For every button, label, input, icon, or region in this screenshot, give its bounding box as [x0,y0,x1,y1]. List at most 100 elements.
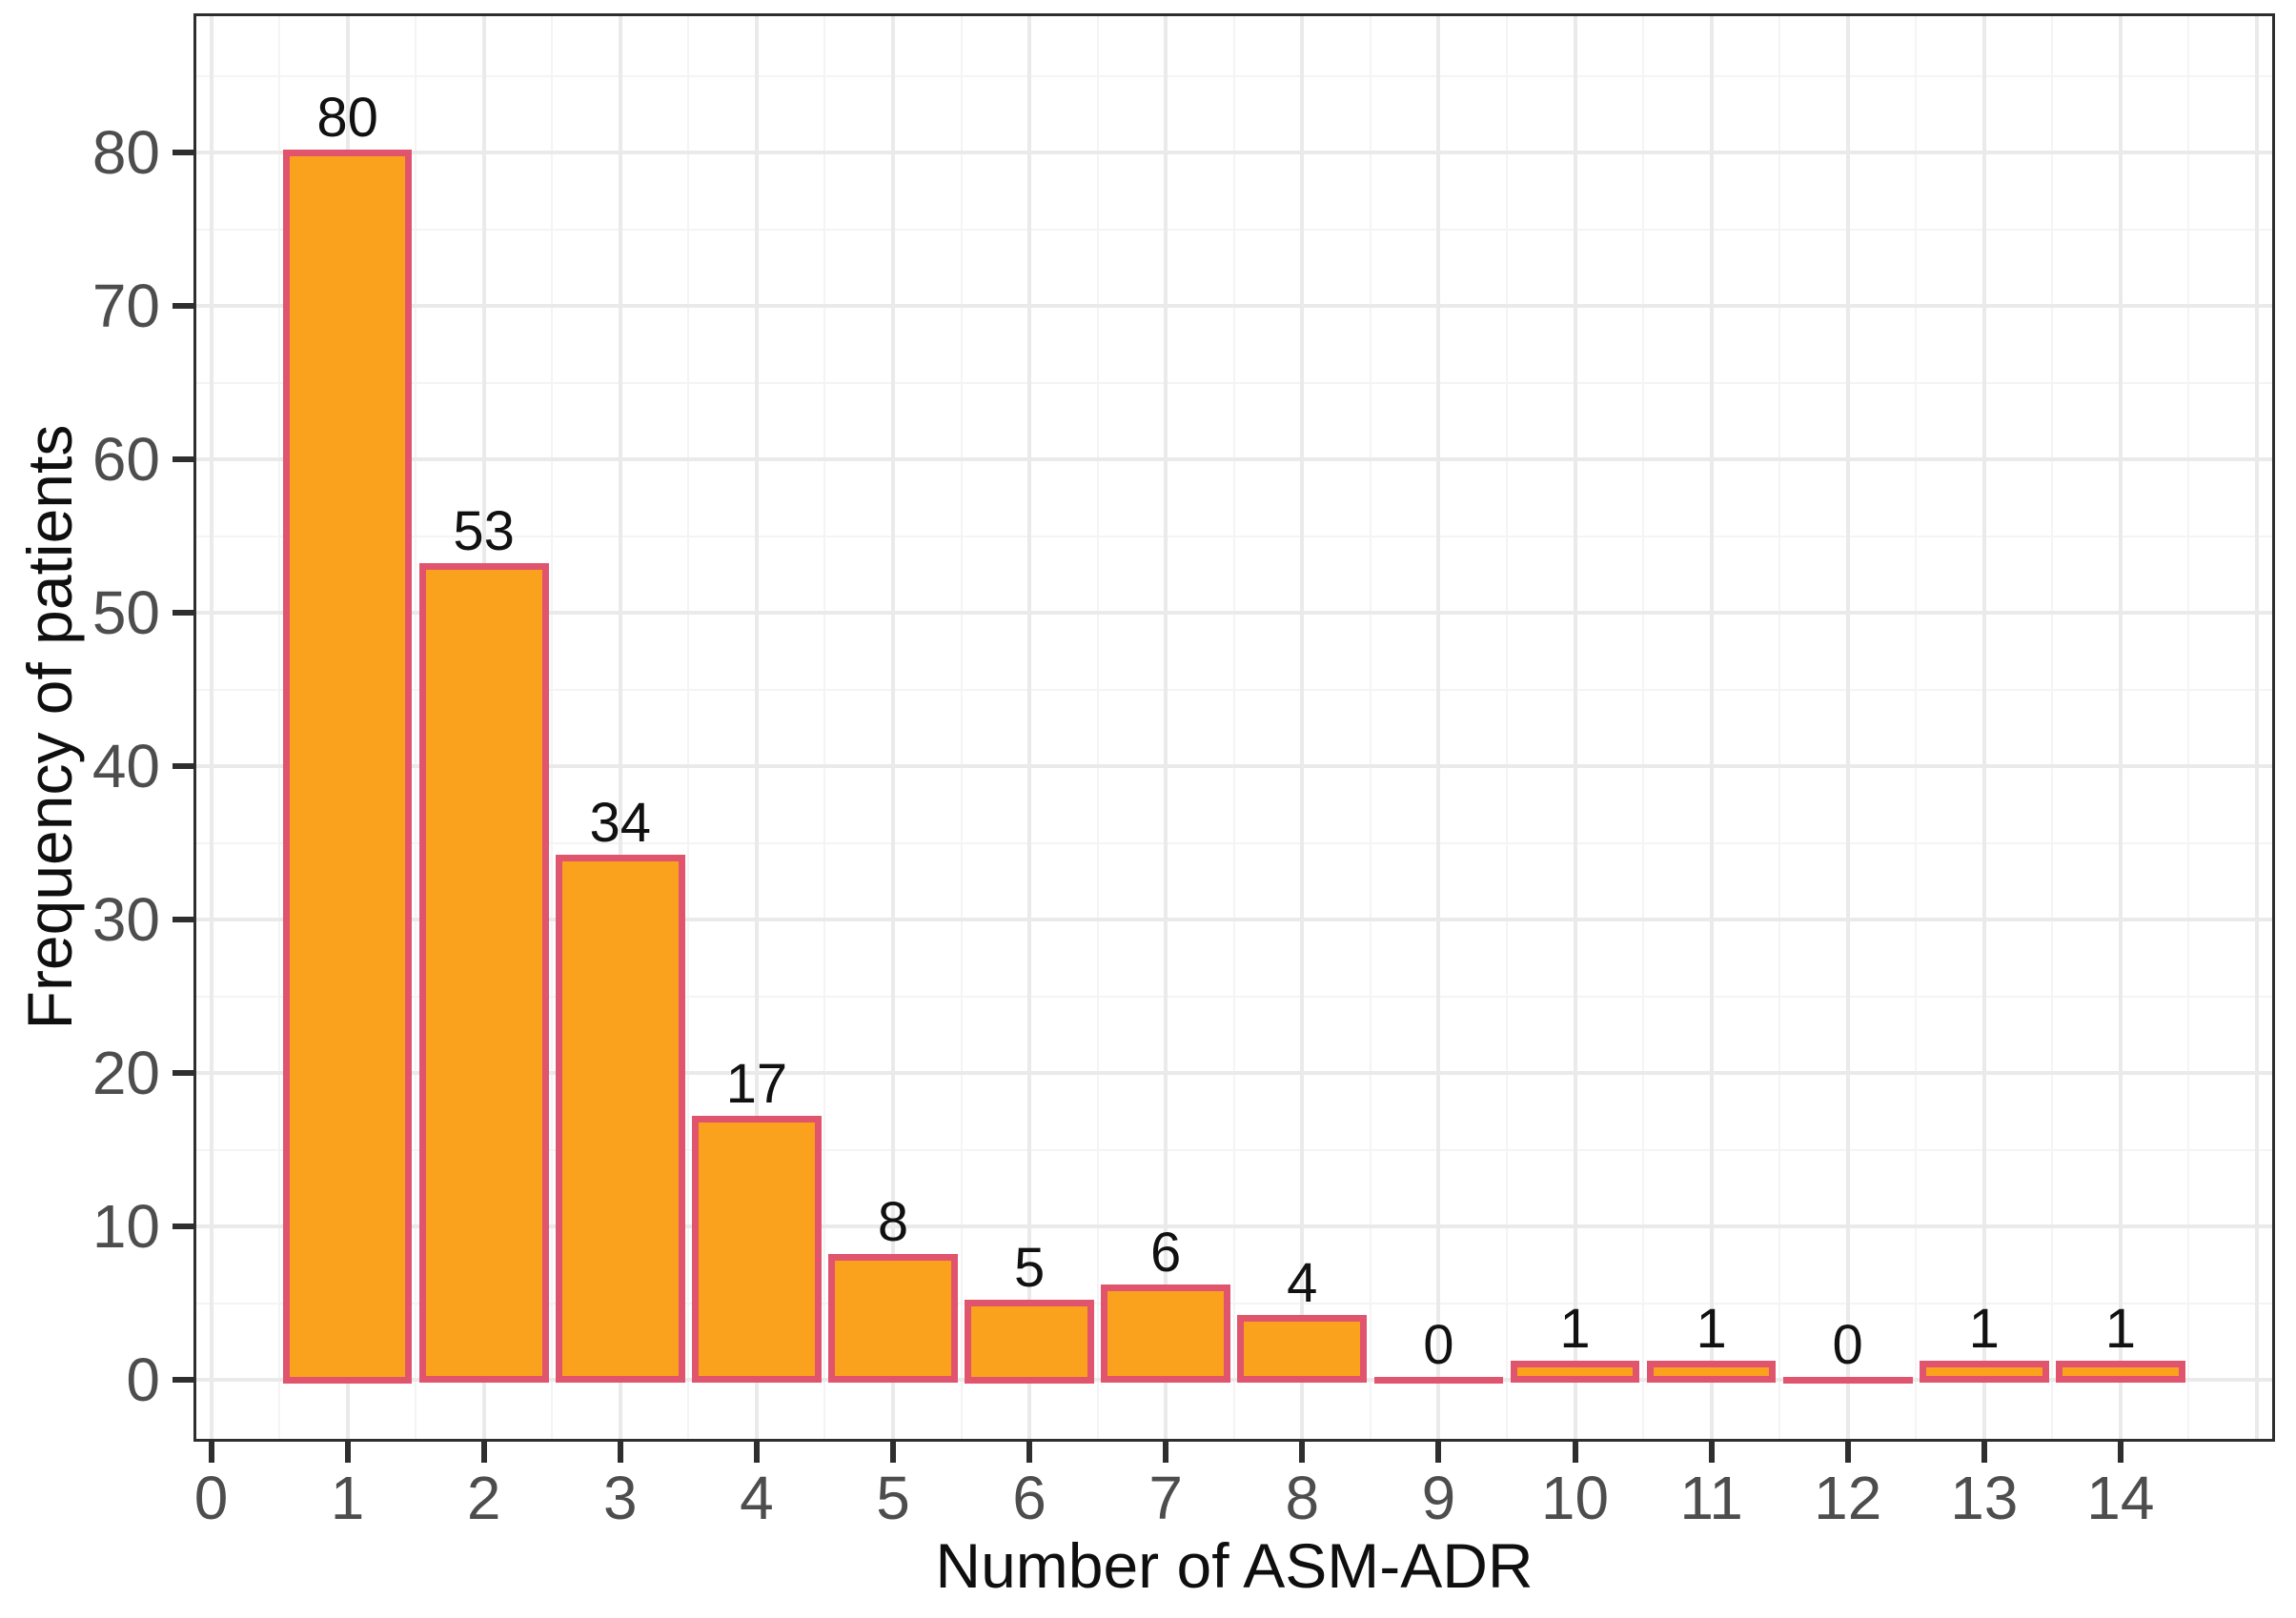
x-tick-label: 4 [740,1464,774,1532]
bar [1237,1315,1368,1384]
x-axis-tick [480,1442,487,1463]
bar-value-label: 1 [2104,1298,2137,1361]
y-axis-tick [173,610,193,616]
major-gridline-horizontal [196,151,2272,154]
x-axis-tick [1981,1442,1987,1463]
minor-gridline-vertical [1232,16,1235,1439]
bar [1919,1361,2049,1384]
y-axis-tick [173,917,193,922]
x-tick-label: 1 [330,1464,365,1532]
y-tick-label: 60 [91,425,160,494]
major-gridline-horizontal [196,1224,2272,1228]
minor-gridline-vertical [551,16,554,1439]
x-axis-tick [1844,1442,1851,1463]
plot-panel [193,13,2275,1442]
x-axis-tick [753,1442,760,1463]
y-axis-tick [173,303,193,309]
major-gridline-vertical [1300,16,1305,1439]
minor-gridline-horizontal [196,1302,2272,1305]
x-tick-label: 9 [1421,1464,1456,1532]
minor-gridline-horizontal [196,228,2272,231]
bar [1101,1284,1231,1384]
x-tick-label: 12 [1814,1464,1882,1532]
minor-gridline-vertical [1505,16,1508,1439]
y-axis-title: Frequency of patients [14,424,85,1030]
x-axis-tick [617,1442,623,1463]
major-gridline-vertical [1981,16,1986,1439]
major-gridline-vertical [209,16,213,1439]
bar-value-label: 6 [1150,1221,1182,1284]
major-gridline-vertical [1845,16,1850,1439]
bar [692,1115,822,1384]
bar [1510,1361,1640,1384]
minor-gridline-vertical [823,16,826,1439]
x-axis-title: Number of ASM-ADR [935,1530,1534,1601]
major-gridline-horizontal [196,918,2272,921]
bar-value-label: 34 [589,792,652,855]
major-gridline-vertical [2118,16,2123,1439]
x-tick-label: 14 [2086,1464,2155,1532]
minor-gridline-vertical [2051,16,2054,1439]
bar [555,855,685,1384]
x-axis-tick [1026,1442,1033,1463]
x-axis-tick [1163,1442,1169,1463]
x-axis-tick [890,1442,896,1463]
x-axis-tick [1572,1442,1578,1463]
x-tick-label: 6 [1012,1464,1046,1532]
major-gridline-horizontal [196,457,2272,461]
x-tick-label: 5 [876,1464,910,1532]
bar-value-label: 1 [1559,1298,1591,1361]
y-tick-label: 50 [91,578,160,647]
bar-value-label: 1 [1968,1298,2000,1361]
bar [1373,1376,1504,1384]
minor-gridline-horizontal [196,995,2272,998]
x-tick-label: 8 [1285,1464,1320,1532]
bar-value-label: 80 [316,86,378,149]
major-gridline-horizontal [196,304,2272,308]
major-gridline-vertical [1709,16,1714,1439]
bar [282,149,413,1384]
major-gridline-horizontal [196,611,2272,615]
x-axis-tick [1299,1442,1306,1463]
bar-value-label: 53 [453,500,515,563]
x-tick-label: 7 [1148,1464,1183,1532]
x-tick-label: 0 [193,1464,229,1532]
major-gridline-horizontal [196,764,2272,768]
minor-gridline-horizontal [196,74,2272,77]
major-gridline-horizontal [196,1071,2272,1075]
minor-gridline-vertical [1778,16,1781,1439]
y-axis-tick [173,1070,193,1076]
x-tick-label: 3 [603,1464,638,1532]
minor-gridline-horizontal [196,381,2272,384]
bar [828,1253,958,1384]
x-axis-tick [1435,1442,1442,1463]
bar [1782,1376,1913,1384]
major-gridline-vertical [1164,16,1168,1439]
x-tick-label: 2 [466,1464,501,1532]
bar [418,563,549,1384]
bar-value-label: 0 [1423,1313,1454,1376]
y-tick-label: 20 [91,1039,160,1107]
bar [1646,1361,1777,1384]
x-tick-label: 10 [1540,1464,1610,1532]
minor-gridline-horizontal [196,535,2272,537]
bar-value-label: 17 [725,1052,788,1115]
major-gridline-vertical [1027,16,1032,1439]
major-gridline-vertical [754,16,759,1439]
major-gridline-vertical [891,16,895,1439]
major-gridline-vertical [1573,16,1577,1439]
x-axis-tick [2117,1442,2123,1463]
y-tick-label: 40 [91,732,160,800]
y-tick-label: 0 [126,1345,160,1414]
major-gridline-vertical [2255,16,2259,1439]
bar [2056,1361,2185,1384]
minor-gridline-vertical [415,16,417,1439]
bar-value-label: 0 [1832,1313,1863,1376]
minor-gridline-horizontal [196,688,2272,691]
minor-gridline-horizontal [196,1148,2272,1151]
bar-value-label: 1 [1696,1298,1727,1361]
major-gridline-vertical [618,16,622,1439]
minor-gridline-vertical [1642,16,1645,1439]
y-axis-tick [173,1377,193,1383]
y-axis-tick [173,456,193,462]
